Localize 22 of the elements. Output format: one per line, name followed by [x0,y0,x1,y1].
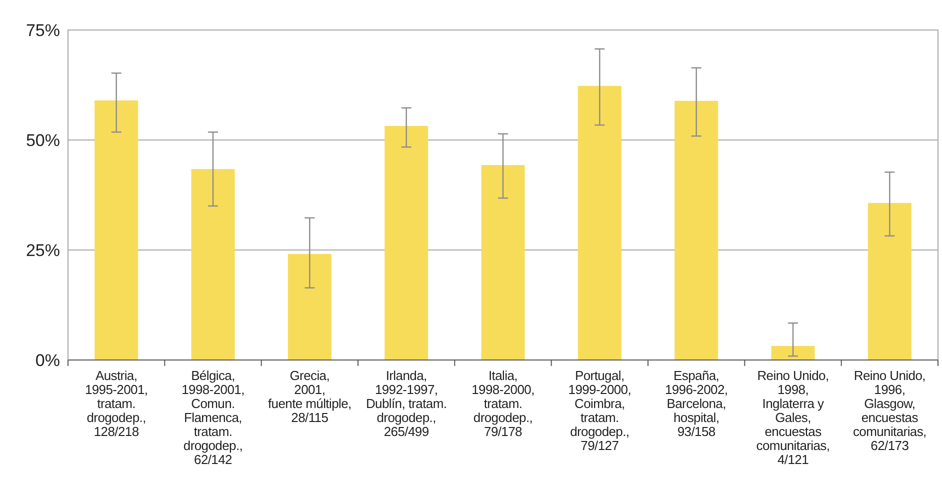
x-tick-label: Portugal, 1999-2000, Coimbra, tratam. drogodep., 79/127 [568,368,632,453]
bar [481,165,525,360]
y-tick-label: 50% [26,130,60,150]
bar [868,202,912,360]
bar [384,126,428,360]
x-tick-label: Austria, 1995-2001, tratam. drogodep., 128/218 [84,368,148,439]
bar [191,169,235,360]
x-tick-label: Italia, 1998-2000, tratam. drogodep., 79/178 [472,368,534,439]
bar [288,254,332,360]
x-tick-label: Reino Unido, 1998, Inglaterra y Gales, encuestas comunitarias, 4/121 [756,368,830,467]
bar [771,346,815,360]
bar [94,100,138,360]
bar [674,100,718,360]
y-tick-label: 75% [26,20,60,40]
x-tick-label: Grecia, 2001, fuente múltiple, 28/115 [268,368,352,425]
bar [578,86,622,360]
x-tick-label: Irlanda, 1992-1997, Dublín, tratam. drogodep., 265/499 [366,368,447,439]
x-tick-label: España, 1996-2002, Barcelona, hospital, 93/158 [664,368,728,439]
x-tick-label: Reino Unido, 1996, Glasgow, encuestas comunitarias, 62/173 [852,368,926,453]
x-tick-label: Bélgica, 1998-2001, Comun. Flamenca, tratam. drogodep., 62/142 [182,368,244,467]
y-tick-label: 0% [35,350,60,370]
y-tick-label: 25% [26,240,60,260]
